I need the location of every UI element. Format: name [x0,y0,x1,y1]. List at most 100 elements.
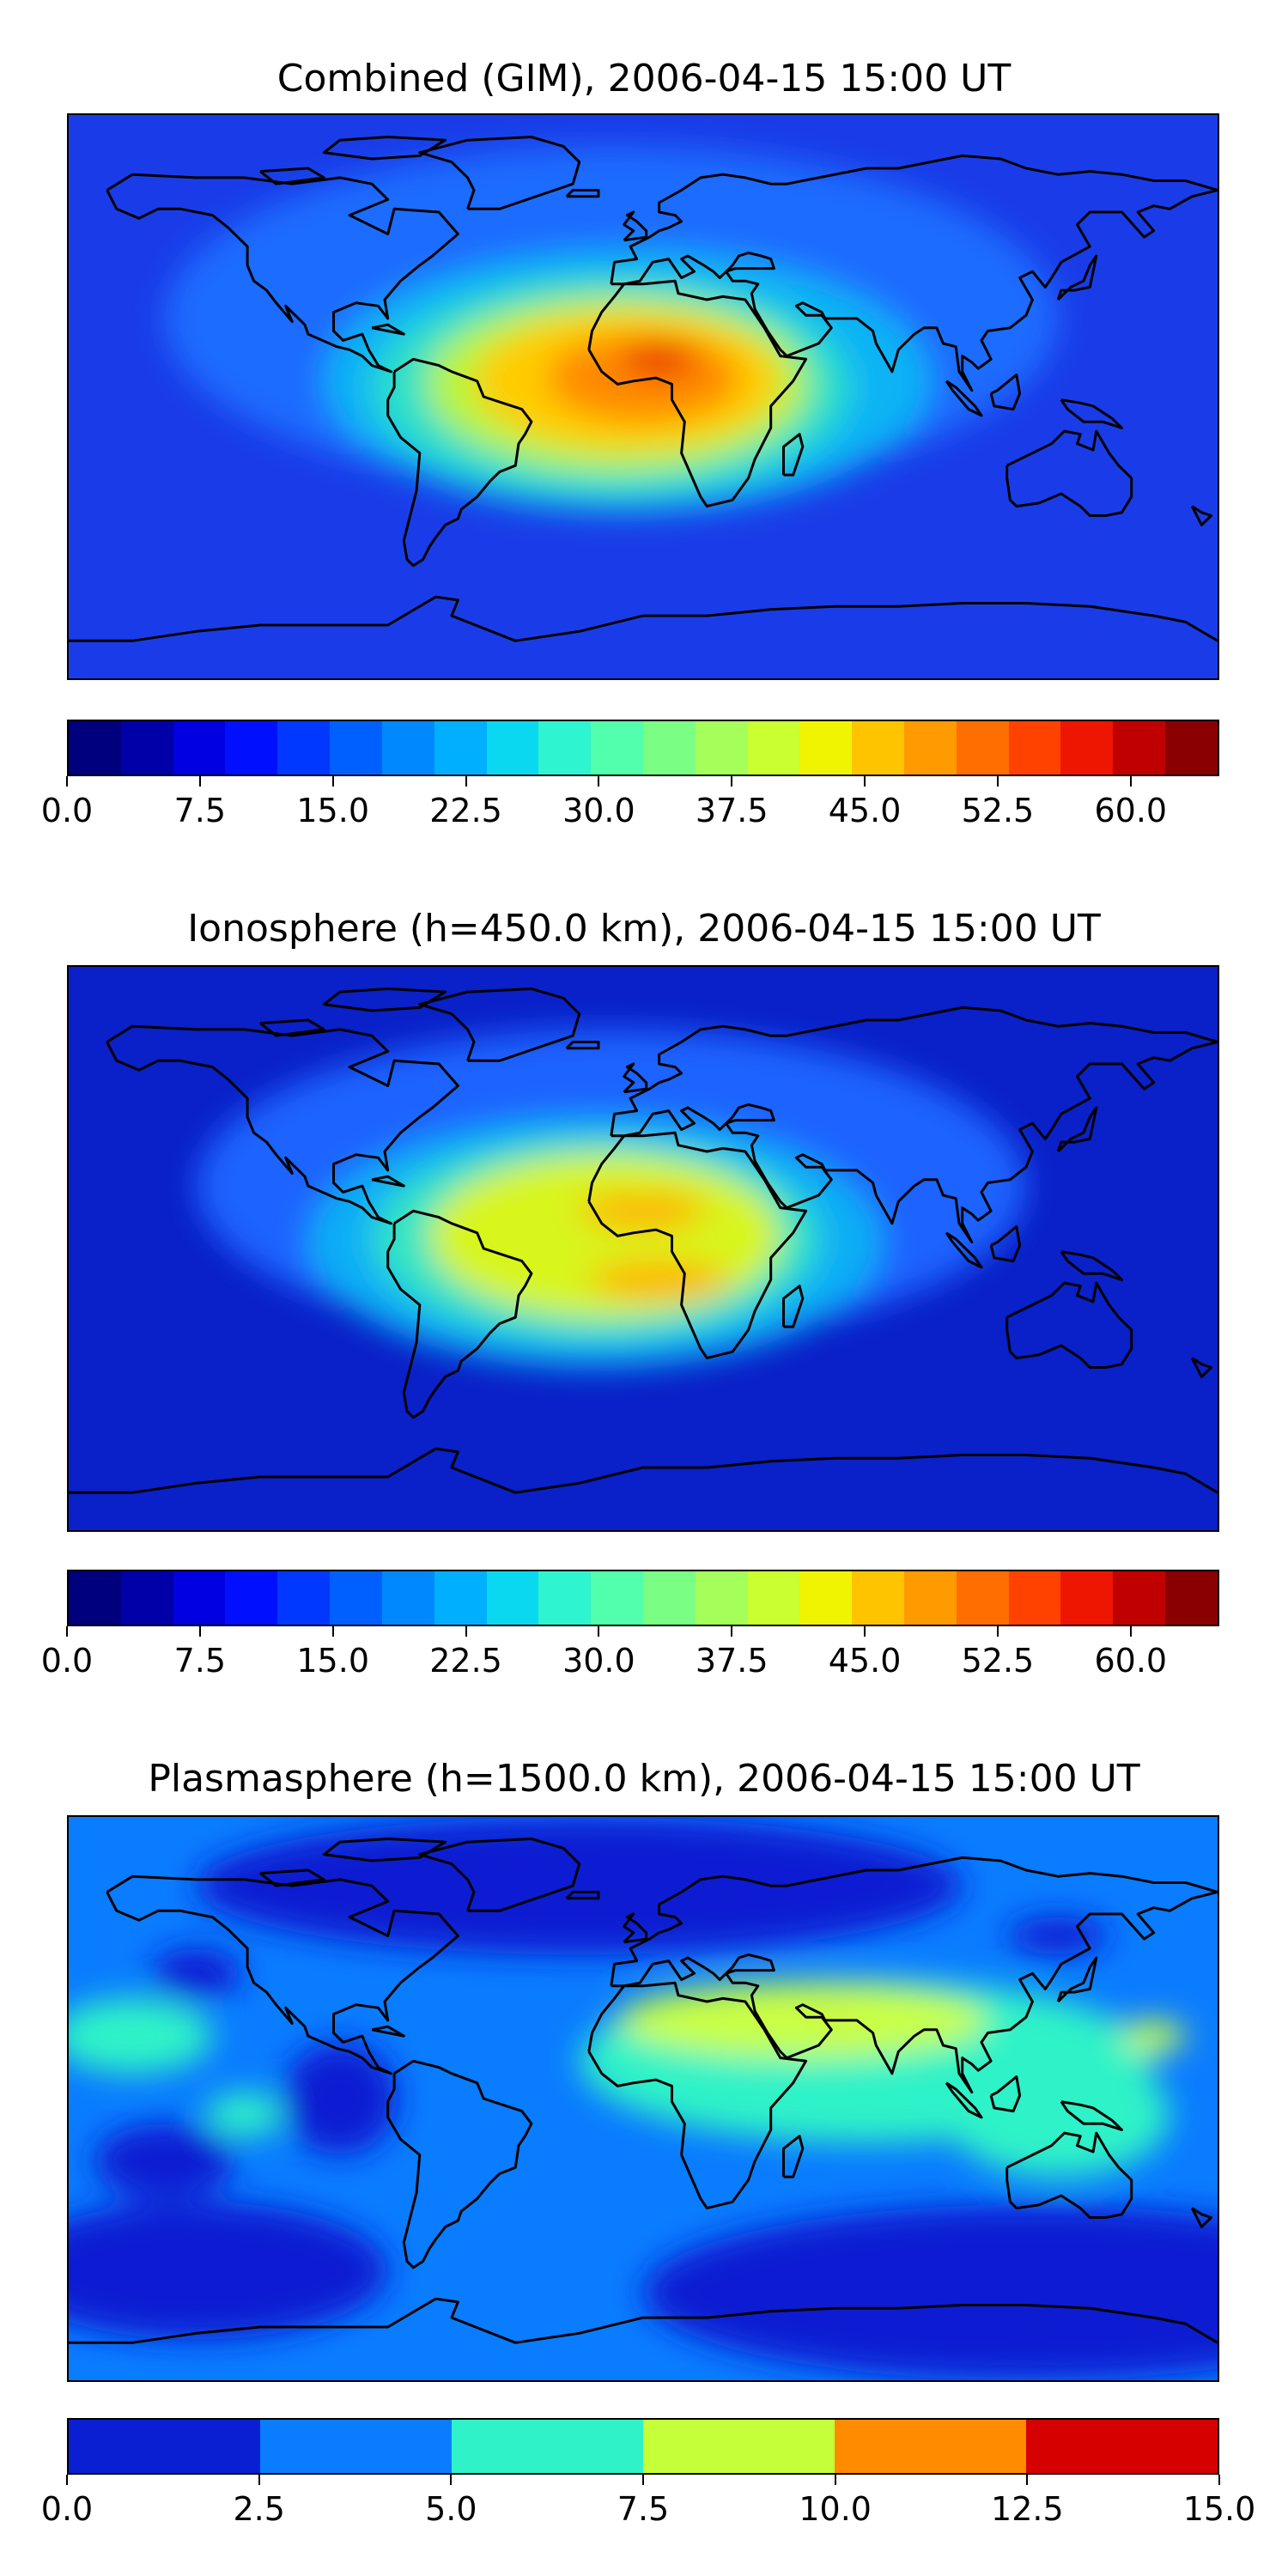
panel-3-title: Plasmasphere (h=1500.0 km), 2006-04-15 1… [148,1757,1140,1801]
colorbar-tick-label: 7.5 [173,1642,227,1680]
contour-region [69,1998,213,2074]
colorbar-tick [731,1626,733,1637]
colorbar-tick-label: 0.0 [40,792,94,829]
panel-2-colorbar-ticks: 0.0 7.5 15.0 22.5 30.0 37.5 45.0 52.5 60.0 [41,1626,1219,1680]
coastline [418,1838,581,1912]
colorbar-segment [747,721,800,775]
colorbar-segment [642,721,696,775]
colorbar-segment [330,1571,382,1625]
colorbar-tick [66,776,68,787]
colorbar-segment [591,1571,643,1625]
colorbar-tick [731,776,733,787]
coastline [1005,1281,1133,1369]
contour-region [428,1154,781,1318]
coastline [623,1062,648,1094]
coastline [989,2075,1022,2113]
colorbar-tick [465,1626,467,1637]
colorbar-segment [69,1571,121,1625]
coastline [782,2135,805,2178]
colorbar-tick-label: 22.5 [429,1642,502,1680]
coastline [945,2081,983,2119]
coastline [565,1891,600,1900]
colorbar-segment [591,721,643,775]
panel-3-map [67,1815,1219,2382]
panel-1-colorbar-ticks: 0.0 7.5 15.0 22.5 30.0 37.5 45.0 52.5 60.0 [41,776,1219,829]
coastline [418,136,581,210]
contour-region [151,1948,241,1999]
panel-2-colorbar [67,1570,1219,1626]
coastline [322,987,447,1012]
colorbar-tick [198,776,201,787]
coastline [989,374,1022,411]
coastline [386,2059,533,2269]
coastline [945,1231,983,1269]
coastline [259,1018,325,1037]
colorbar-tick-label: 45.0 [828,792,902,829]
coastline [386,1209,533,1419]
colorbar-segment [381,1571,434,1625]
colorbar-segment [904,721,957,775]
coastline [610,154,1218,392]
colorbar-tick-label: 15.0 [296,792,369,829]
colorbar-segment [1113,1571,1166,1625]
colorbar-segment [695,1571,748,1625]
colorbar-tick-label: 7.5 [617,2490,670,2528]
panel-2-title: Ionosphere (h=450.0 km), 2006-04-15 15:0… [187,907,1101,951]
contour-region [196,1817,963,1955]
coastline [1060,398,1123,429]
colorbar-tick [331,1626,334,1637]
colorbar-tick-label: 52.5 [961,792,1035,829]
colorbar-tick [996,776,999,787]
colorbar-tick [465,776,467,787]
colorbar-segment [695,721,748,775]
coastline [1056,1956,1098,2003]
colorbar-tick [996,1626,999,1637]
colorbar-tick [864,776,866,787]
coastline [1190,505,1213,526]
coastline [259,167,325,185]
coastline [69,595,1218,642]
contour-fill-layer [196,1029,1027,1368]
colorbar-segment [277,1571,331,1625]
colorbar-segment [277,721,331,775]
panel-2-map [67,965,1219,1532]
colorbar-segment [69,721,121,775]
colorbar-tick [1218,2475,1220,2485]
colorbar-segment [1165,1571,1218,1625]
coastline [69,2297,1218,2344]
colorbar-tick [834,2475,836,2485]
colorbar-tick [331,776,334,787]
colorbar-tick-label: 5.0 [425,2490,477,2528]
panel-1-map [67,113,1219,680]
contour-region [1006,1917,1109,1955]
coastline [782,1285,805,1328]
colorbar-segment [1113,721,1166,775]
map-svg [69,967,1218,1530]
panel-1-title: Combined (GIM), 2006-04-15 15:00 UT [276,57,1012,100]
panel-3-colorbar [67,2418,1219,2475]
coastlines [69,987,1218,1494]
colorbar-segment [852,721,904,775]
colorbar-segment [1008,1571,1061,1625]
colorbar-tick [1026,2475,1029,2485]
coastline [322,136,447,161]
panel-3-colorbar-ticks: 0.0 2.5 5.0 7.5 10.0 12.5 15.0 [41,2475,1255,2528]
colorbar-segment [1060,721,1114,775]
coastline [945,380,983,417]
contour-region [94,2123,235,2199]
colorbar-tick [598,1626,600,1637]
colorbar-segment [486,1571,539,1625]
contour-region [620,343,698,375]
colorbar-tick-label: 30.0 [562,792,635,829]
colorbar-tick-label: 0.0 [40,2490,94,2528]
coastline [371,1175,405,1188]
colorbar-segment [452,2420,643,2473]
colorbar-segment [1008,721,1061,775]
coastline [1060,2100,1123,2131]
colorbar-segment [1026,2420,1218,2473]
colorbar-segment [1165,721,1218,775]
colorbar-tick-label: 2.5 [233,2490,285,2528]
colorbar-segment [835,2420,1026,2473]
coastline [1060,1250,1123,1281]
colorbar-segment [225,1571,278,1625]
